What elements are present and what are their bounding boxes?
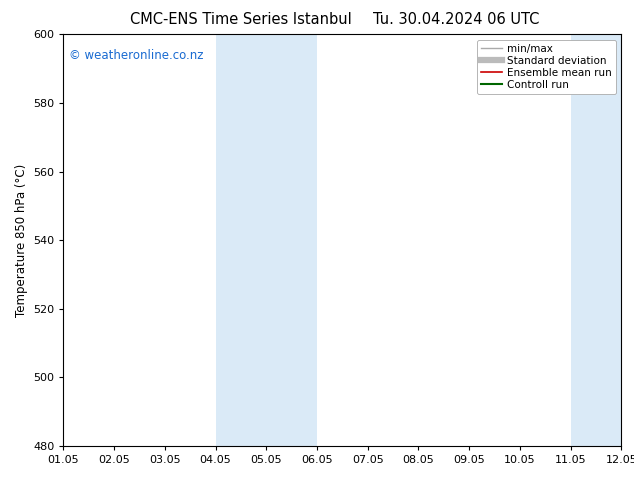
Bar: [216, 34, 317, 446]
Bar: [571, 34, 634, 446]
Legend: min/max, Standard deviation, Ensemble mean run, Controll run: min/max, Standard deviation, Ensemble me…: [477, 40, 616, 94]
Y-axis label: Temperature 850 hPa (°C): Temperature 850 hPa (°C): [15, 164, 27, 317]
Text: Tu. 30.04.2024 06 UTC: Tu. 30.04.2024 06 UTC: [373, 12, 540, 27]
Text: CMC-ENS Time Series Istanbul: CMC-ENS Time Series Istanbul: [130, 12, 352, 27]
Text: © weatheronline.co.nz: © weatheronline.co.nz: [69, 49, 204, 62]
